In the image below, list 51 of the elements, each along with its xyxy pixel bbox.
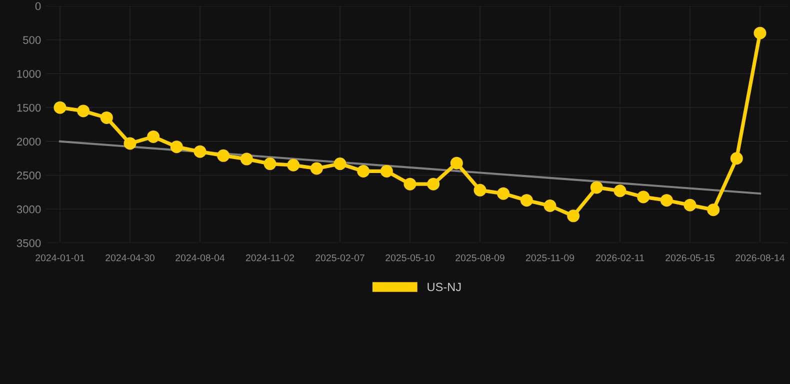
point bbox=[684, 198, 696, 212]
y-tick-label: 2500 bbox=[16, 172, 41, 180]
point bbox=[520, 194, 533, 207]
point bbox=[427, 178, 440, 190]
y-tick-label: 3000 bbox=[16, 205, 41, 214]
point bbox=[614, 184, 626, 198]
point bbox=[77, 104, 90, 118]
point bbox=[100, 111, 113, 124]
legend-label: US-NJ bbox=[428, 282, 461, 292]
point bbox=[474, 184, 486, 196]
y-tick-label: 0 bbox=[35, 2, 41, 10]
y-tick-label: 500 bbox=[23, 36, 41, 44]
x-tick-label: 2025-05-10 bbox=[386, 254, 434, 262]
x-tick-label: 2026-08-14 bbox=[736, 254, 785, 262]
point bbox=[287, 158, 300, 172]
x-tick-label: 2026-05-15 bbox=[666, 254, 714, 262]
x-tick-label: 2025-02-07 bbox=[316, 254, 364, 262]
y-tick-label: 3500 bbox=[16, 239, 41, 248]
point bbox=[754, 26, 766, 40]
point bbox=[54, 101, 66, 114]
x-tick-label: 2025-08-09 bbox=[456, 254, 504, 262]
point bbox=[590, 181, 603, 194]
x-tick-label: 2024-08-04 bbox=[176, 254, 225, 262]
y-tick-label: 1500 bbox=[17, 104, 41, 112]
point bbox=[637, 190, 650, 204]
x-tick-label: 2024-11-02 bbox=[246, 254, 294, 262]
point bbox=[334, 158, 346, 170]
point bbox=[450, 156, 463, 170]
point bbox=[170, 140, 183, 154]
point bbox=[497, 187, 510, 200]
x-tick-label: 2026-02-11 bbox=[596, 254, 644, 262]
x-tick-label: 2024-04-30 bbox=[106, 254, 154, 262]
point bbox=[124, 137, 136, 150]
point bbox=[707, 204, 720, 216]
point bbox=[544, 200, 556, 212]
x-tick-label: 2025-11-09 bbox=[526, 254, 574, 262]
point bbox=[404, 178, 416, 190]
point bbox=[567, 210, 580, 222]
y-tick-label: 1000 bbox=[17, 70, 41, 78]
point bbox=[264, 158, 276, 170]
point bbox=[660, 194, 673, 207]
point bbox=[194, 145, 206, 158]
x-tick-label: 2024-01-01 bbox=[36, 254, 84, 262]
point bbox=[217, 149, 230, 162]
point bbox=[357, 164, 370, 178]
y-tick-label: 2000 bbox=[16, 138, 41, 146]
point bbox=[310, 162, 323, 175]
point bbox=[730, 152, 743, 165]
point bbox=[147, 130, 160, 143]
point bbox=[380, 164, 393, 178]
point bbox=[240, 152, 253, 166]
